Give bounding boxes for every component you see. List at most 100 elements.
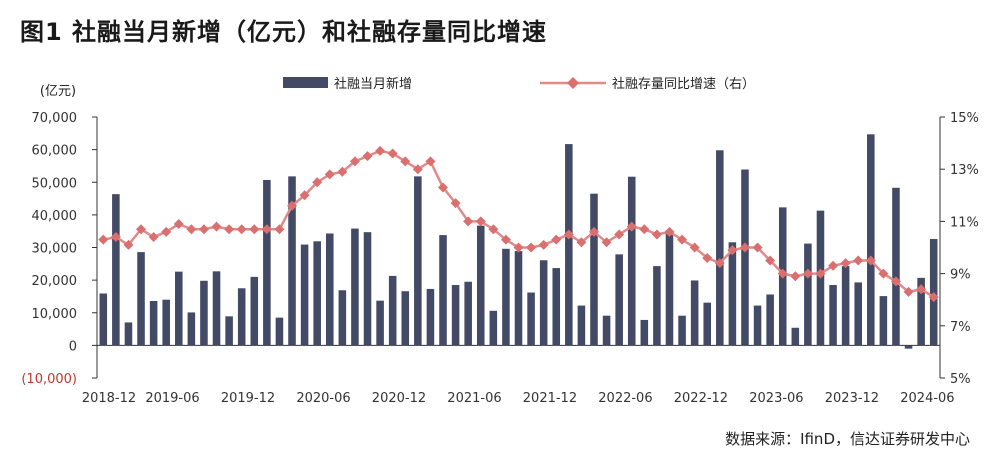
line-point (828, 260, 839, 271)
line-point (588, 226, 599, 237)
line-point (349, 156, 360, 167)
legend-bar-label: 社融当月新增 (334, 76, 412, 92)
x-tick-label: 2019-12 (221, 391, 275, 406)
line-point (249, 224, 260, 235)
bar (514, 251, 523, 346)
bar (766, 294, 774, 346)
bar (527, 292, 535, 346)
bar (187, 312, 196, 346)
line-point (173, 219, 184, 230)
chart-title: 图1 社融当月新增（亿元）和社融存量同比增速 (20, 18, 548, 46)
line-point (475, 216, 486, 227)
line-point (387, 148, 398, 159)
bar (653, 266, 661, 346)
x-axis: 2018-12 2019-06 2019-12 2020-06 2020-12 2021-… (82, 344, 955, 406)
line-point (236, 224, 247, 235)
bar (351, 228, 359, 346)
line-point (500, 234, 511, 245)
bar (388, 275, 397, 346)
bar (917, 277, 925, 346)
right-axis: 15% 13% 11% 9% 7% 5% (939, 111, 979, 387)
x-tick-label: 2018-12 (82, 391, 136, 406)
line-point (727, 245, 738, 256)
line-point (198, 224, 209, 235)
bar (175, 271, 183, 346)
bar (313, 241, 321, 346)
bar (703, 302, 712, 346)
line-point (777, 268, 788, 279)
line-point (526, 242, 537, 253)
bar (99, 293, 108, 346)
line-point (324, 169, 335, 180)
right-tick-label: 9% (950, 268, 971, 283)
line-point (865, 255, 876, 266)
bar (565, 144, 573, 346)
line-point (853, 255, 864, 266)
bar (325, 233, 334, 346)
x-tick-label: 2021-12 (523, 391, 577, 406)
bar (338, 290, 347, 346)
bar (539, 260, 548, 346)
line-point (614, 229, 625, 240)
line-point (626, 221, 637, 232)
line-point (299, 190, 310, 201)
line-point (538, 239, 549, 250)
bar (502, 248, 510, 346)
bar (414, 176, 422, 346)
bar (162, 299, 170, 346)
line-point (563, 229, 574, 240)
bar (627, 176, 636, 346)
left-tick-label: 50,000 (32, 176, 78, 191)
left-tick-label: 40,000 (32, 209, 78, 224)
left-tick-label: 0 (69, 339, 77, 354)
bar (149, 301, 158, 346)
line-point (576, 237, 587, 248)
line-point (815, 268, 826, 279)
line-point (601, 237, 612, 248)
bar (300, 244, 309, 346)
line-point (878, 268, 889, 279)
bar (615, 254, 623, 346)
bar (829, 285, 837, 346)
right-tick-label: 13% (950, 163, 979, 178)
bar (678, 315, 686, 346)
line-point (412, 164, 423, 175)
bar (892, 187, 900, 346)
line-point (337, 166, 348, 177)
line-point (916, 284, 927, 295)
x-tick-label: 2024-06 (900, 391, 954, 406)
bar (690, 280, 699, 346)
line-point (274, 224, 285, 235)
line-point (362, 151, 373, 162)
left-axis-unit: (亿元) (40, 84, 76, 99)
line-point (400, 156, 411, 167)
bar (716, 150, 724, 346)
bar (577, 305, 586, 346)
bar (212, 271, 221, 346)
line-point (224, 224, 235, 235)
line-point (110, 232, 121, 243)
line-point (211, 221, 222, 232)
line-point (790, 271, 801, 282)
bar (841, 266, 850, 346)
legend: 社融当月新增 社融存量同比增速（右） (283, 76, 755, 92)
left-tick-label: 70,000 (32, 111, 78, 126)
line-point (375, 145, 386, 156)
bar-series (99, 134, 938, 349)
line-point (677, 234, 688, 245)
bar (439, 235, 447, 346)
line-point (739, 242, 750, 253)
line-point (312, 177, 323, 188)
line-point (903, 286, 914, 297)
line-point (186, 224, 197, 235)
x-tick-label: 2023-12 (825, 391, 879, 406)
line-point (714, 258, 725, 269)
legend-line-marker (567, 77, 579, 89)
bar (137, 252, 145, 346)
bar (200, 280, 208, 346)
x-tick-label: 2023-06 (749, 391, 803, 406)
bar (112, 194, 120, 346)
bar (753, 305, 762, 346)
bar (904, 345, 913, 349)
